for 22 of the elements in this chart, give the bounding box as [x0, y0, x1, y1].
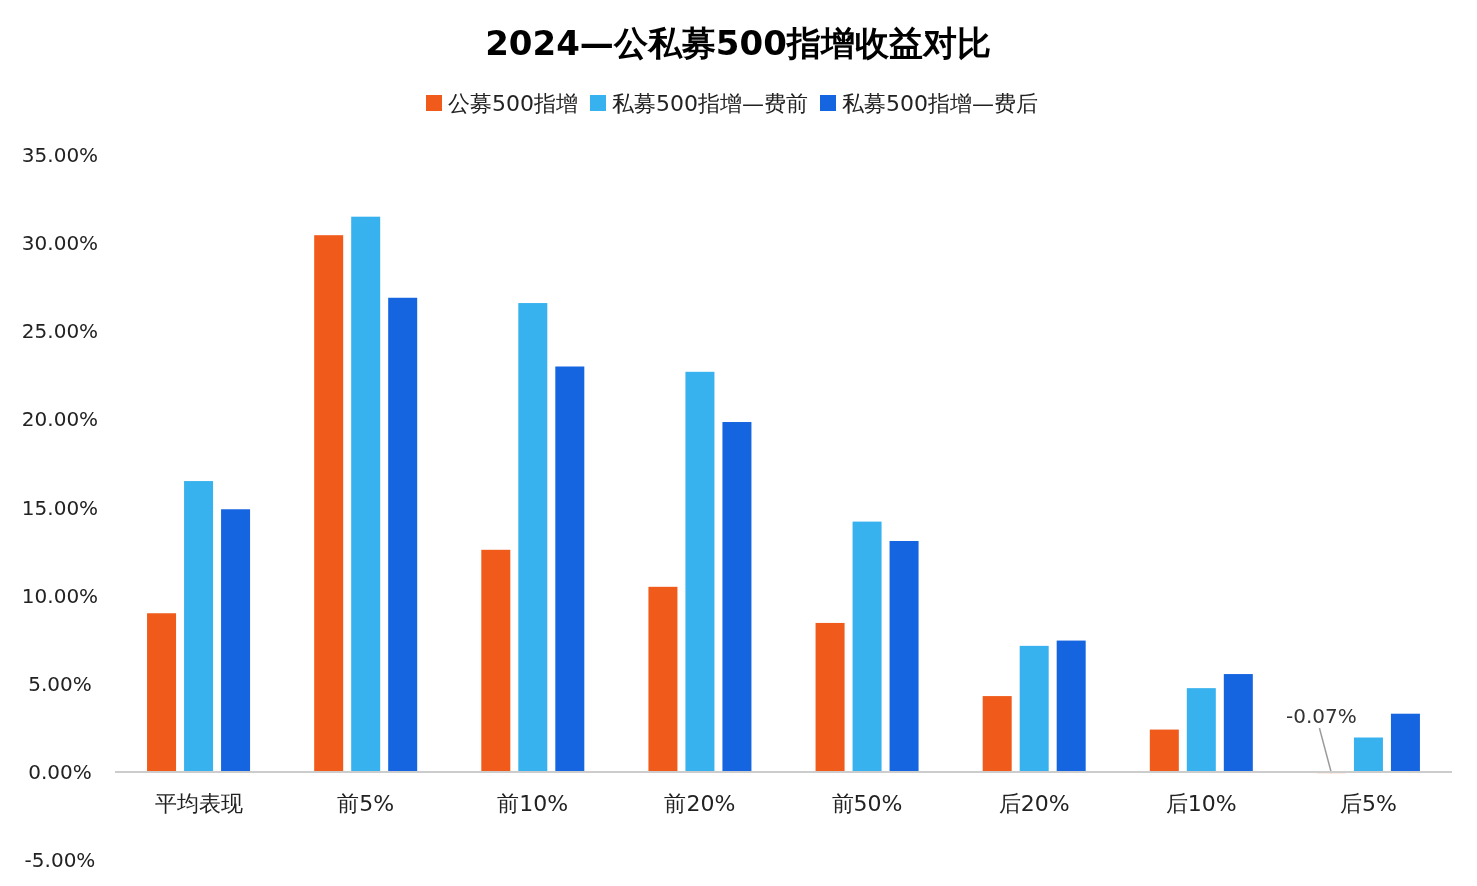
y-tick-label: 35.00% [21, 143, 99, 167]
x-tick-label: 后10% [1165, 791, 1237, 816]
x-tick-label: 平均表现 [154, 791, 243, 816]
x-tick-label: 前10% [497, 791, 569, 816]
data-label: -0.07% [1286, 704, 1357, 729]
legend-label: 私募500指增—费前 [612, 91, 808, 116]
y-tick-label: 30.00% [21, 231, 99, 256]
legend-label: 私募500指增—费后 [842, 91, 1038, 116]
y-tick-label: 25.00% [21, 319, 99, 344]
x-tick-label: 前20% [664, 791, 736, 816]
y-tick-label: 15.00% [21, 495, 99, 520]
y-tick-label: 10.00% [21, 583, 99, 608]
x-tick-label: 后5% [1339, 791, 1397, 816]
y-tick-label: 5.00% [28, 671, 92, 696]
x-tick-label: 前5% [337, 791, 395, 816]
x-tick-label: 后20% [998, 791, 1070, 816]
chart-title: 2024—公私募500指增收益对比 [485, 23, 991, 63]
y-tick-label: -5.00% [24, 848, 96, 872]
y-tick-label: 0.00% [28, 759, 92, 784]
y-tick-label: 20.00% [21, 407, 99, 432]
legend-label: 公募500指增 [448, 91, 578, 116]
x-tick-label: 前50% [831, 791, 903, 816]
